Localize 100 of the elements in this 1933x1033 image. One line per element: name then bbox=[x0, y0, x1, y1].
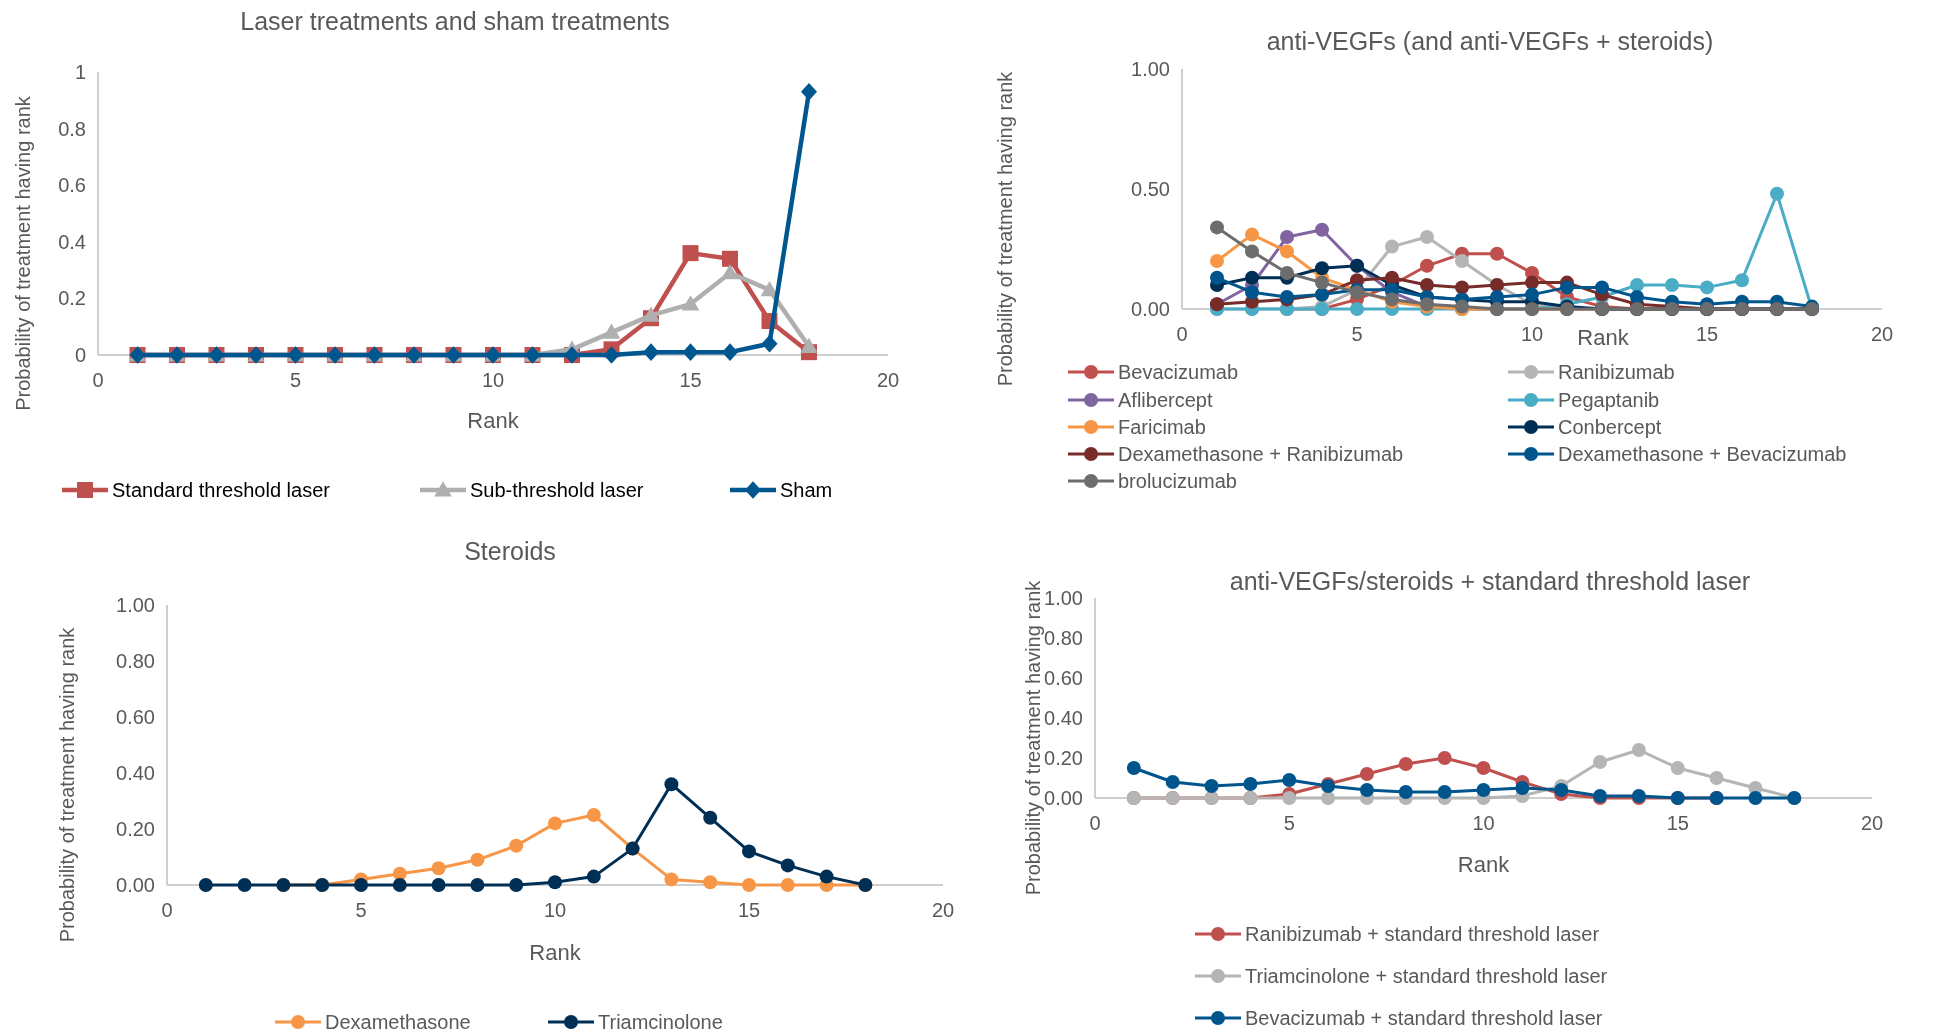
point bbox=[1359, 783, 1374, 797]
point bbox=[742, 844, 756, 859]
y-tick-label: 0.40 bbox=[1044, 707, 1083, 729]
point bbox=[1398, 785, 1413, 799]
point bbox=[1525, 287, 1539, 302]
point bbox=[1280, 230, 1294, 244]
legend-label: Dexamethasone + Bevacizumab bbox=[1558, 443, 1847, 465]
x-axis-title: Rank bbox=[467, 408, 520, 433]
point bbox=[1490, 290, 1504, 304]
chart-title: anti-VEGFs (and anti-VEGFs + steroids) bbox=[1266, 27, 1714, 55]
point bbox=[1709, 771, 1724, 785]
point bbox=[1359, 767, 1374, 781]
point bbox=[1398, 757, 1413, 771]
point bbox=[682, 343, 699, 361]
point bbox=[1595, 280, 1609, 295]
legend-label: Bevacizumab + standard threshold laser bbox=[1245, 1007, 1603, 1029]
point bbox=[1210, 220, 1224, 235]
point bbox=[703, 875, 718, 890]
point bbox=[643, 343, 659, 361]
legend-label: Ranibizumab + standard threshold laser bbox=[1245, 923, 1600, 945]
x-tick-label: 15 bbox=[679, 369, 702, 391]
point bbox=[1385, 270, 1399, 285]
x-tick-label: 10 bbox=[481, 369, 505, 391]
point bbox=[1515, 781, 1530, 795]
point bbox=[801, 83, 817, 101]
point bbox=[1437, 785, 1452, 799]
y-tick-label: 1.00 bbox=[1044, 587, 1083, 609]
point bbox=[1350, 302, 1364, 316]
point bbox=[1455, 280, 1469, 295]
x-tick-label: 15 bbox=[1695, 323, 1719, 345]
chart-title: anti-VEGFs/steroids + standard threshold laser bbox=[1229, 567, 1751, 595]
y-tick-label: 0.60 bbox=[1044, 667, 1083, 689]
x-axis-title: Rank bbox=[529, 940, 582, 965]
point bbox=[1280, 244, 1294, 259]
point bbox=[1631, 743, 1646, 757]
point bbox=[1420, 278, 1434, 292]
x-tick-label: 0 bbox=[1089, 812, 1101, 834]
point bbox=[819, 869, 834, 884]
y-tick-label: 0.00 bbox=[116, 874, 155, 896]
point bbox=[392, 878, 407, 892]
y-tick-label: 0.20 bbox=[116, 818, 155, 840]
point bbox=[1321, 791, 1336, 805]
y-tick-label: 0.60 bbox=[116, 706, 155, 728]
y-tick-label: 1.00 bbox=[1131, 58, 1170, 80]
legend-label: Standard threshold laser bbox=[112, 479, 331, 501]
y-tick-label: 0.8 bbox=[58, 117, 86, 140]
point bbox=[586, 808, 601, 822]
x-axis-title: Rank bbox=[1577, 325, 1630, 350]
x-tick-label: 20 bbox=[1860, 812, 1884, 834]
point bbox=[1126, 761, 1141, 775]
chart-title: Steroids bbox=[464, 537, 556, 565]
point bbox=[1245, 285, 1259, 300]
x-tick-label: 0 bbox=[92, 369, 104, 391]
point bbox=[1455, 254, 1469, 268]
point bbox=[1560, 280, 1574, 295]
point bbox=[742, 878, 756, 892]
y-axis-title: Probability of treatment having rank bbox=[56, 626, 78, 943]
point bbox=[703, 810, 718, 825]
legend-label: Pegaptanib bbox=[1558, 389, 1660, 411]
point bbox=[1245, 227, 1259, 242]
point bbox=[664, 777, 679, 792]
x-tick-label: 15 bbox=[737, 899, 761, 921]
point bbox=[548, 816, 562, 831]
point bbox=[1204, 779, 1219, 793]
point bbox=[509, 838, 524, 853]
point bbox=[1282, 773, 1297, 787]
y-axis-title: Probability of treatment having rank bbox=[1022, 579, 1044, 896]
point bbox=[1282, 791, 1297, 805]
point bbox=[470, 878, 485, 892]
point bbox=[1770, 186, 1784, 201]
legend-label: Triamcinolone + standard threshold laser bbox=[1245, 965, 1608, 987]
point bbox=[780, 878, 795, 892]
point bbox=[780, 858, 795, 873]
point bbox=[470, 852, 485, 867]
point bbox=[722, 343, 738, 361]
point bbox=[664, 872, 679, 887]
x-tick-label: 10 bbox=[1520, 323, 1544, 345]
legend-label: Bevacizumab bbox=[1118, 361, 1239, 383]
point bbox=[1385, 239, 1399, 254]
point bbox=[1670, 761, 1685, 775]
y-tick-label: 1.00 bbox=[116, 594, 155, 616]
x-tick-label: 20 bbox=[1870, 323, 1894, 345]
point bbox=[682, 245, 699, 262]
y-tick-label: 0.80 bbox=[116, 650, 155, 672]
y-tick-label: 0.2 bbox=[58, 287, 86, 310]
point bbox=[1243, 777, 1258, 791]
legend-label: Aflibercept bbox=[1118, 389, 1213, 411]
x-tick-label: 10 bbox=[1472, 812, 1495, 834]
x-tick-label: 0 bbox=[1176, 323, 1188, 345]
y-tick-label: 0 bbox=[74, 344, 86, 366]
point bbox=[1165, 775, 1180, 789]
point bbox=[761, 334, 778, 353]
y-tick-label: 0.00 bbox=[1131, 298, 1170, 320]
y-tick-label: 0.00 bbox=[1044, 787, 1083, 809]
point bbox=[1420, 258, 1434, 273]
x-tick-label: 20 bbox=[876, 369, 900, 391]
legend-label: Faricimab bbox=[1118, 416, 1206, 438]
point bbox=[198, 878, 213, 892]
legend-label: Conbercept bbox=[1558, 416, 1662, 438]
point bbox=[1315, 261, 1329, 276]
